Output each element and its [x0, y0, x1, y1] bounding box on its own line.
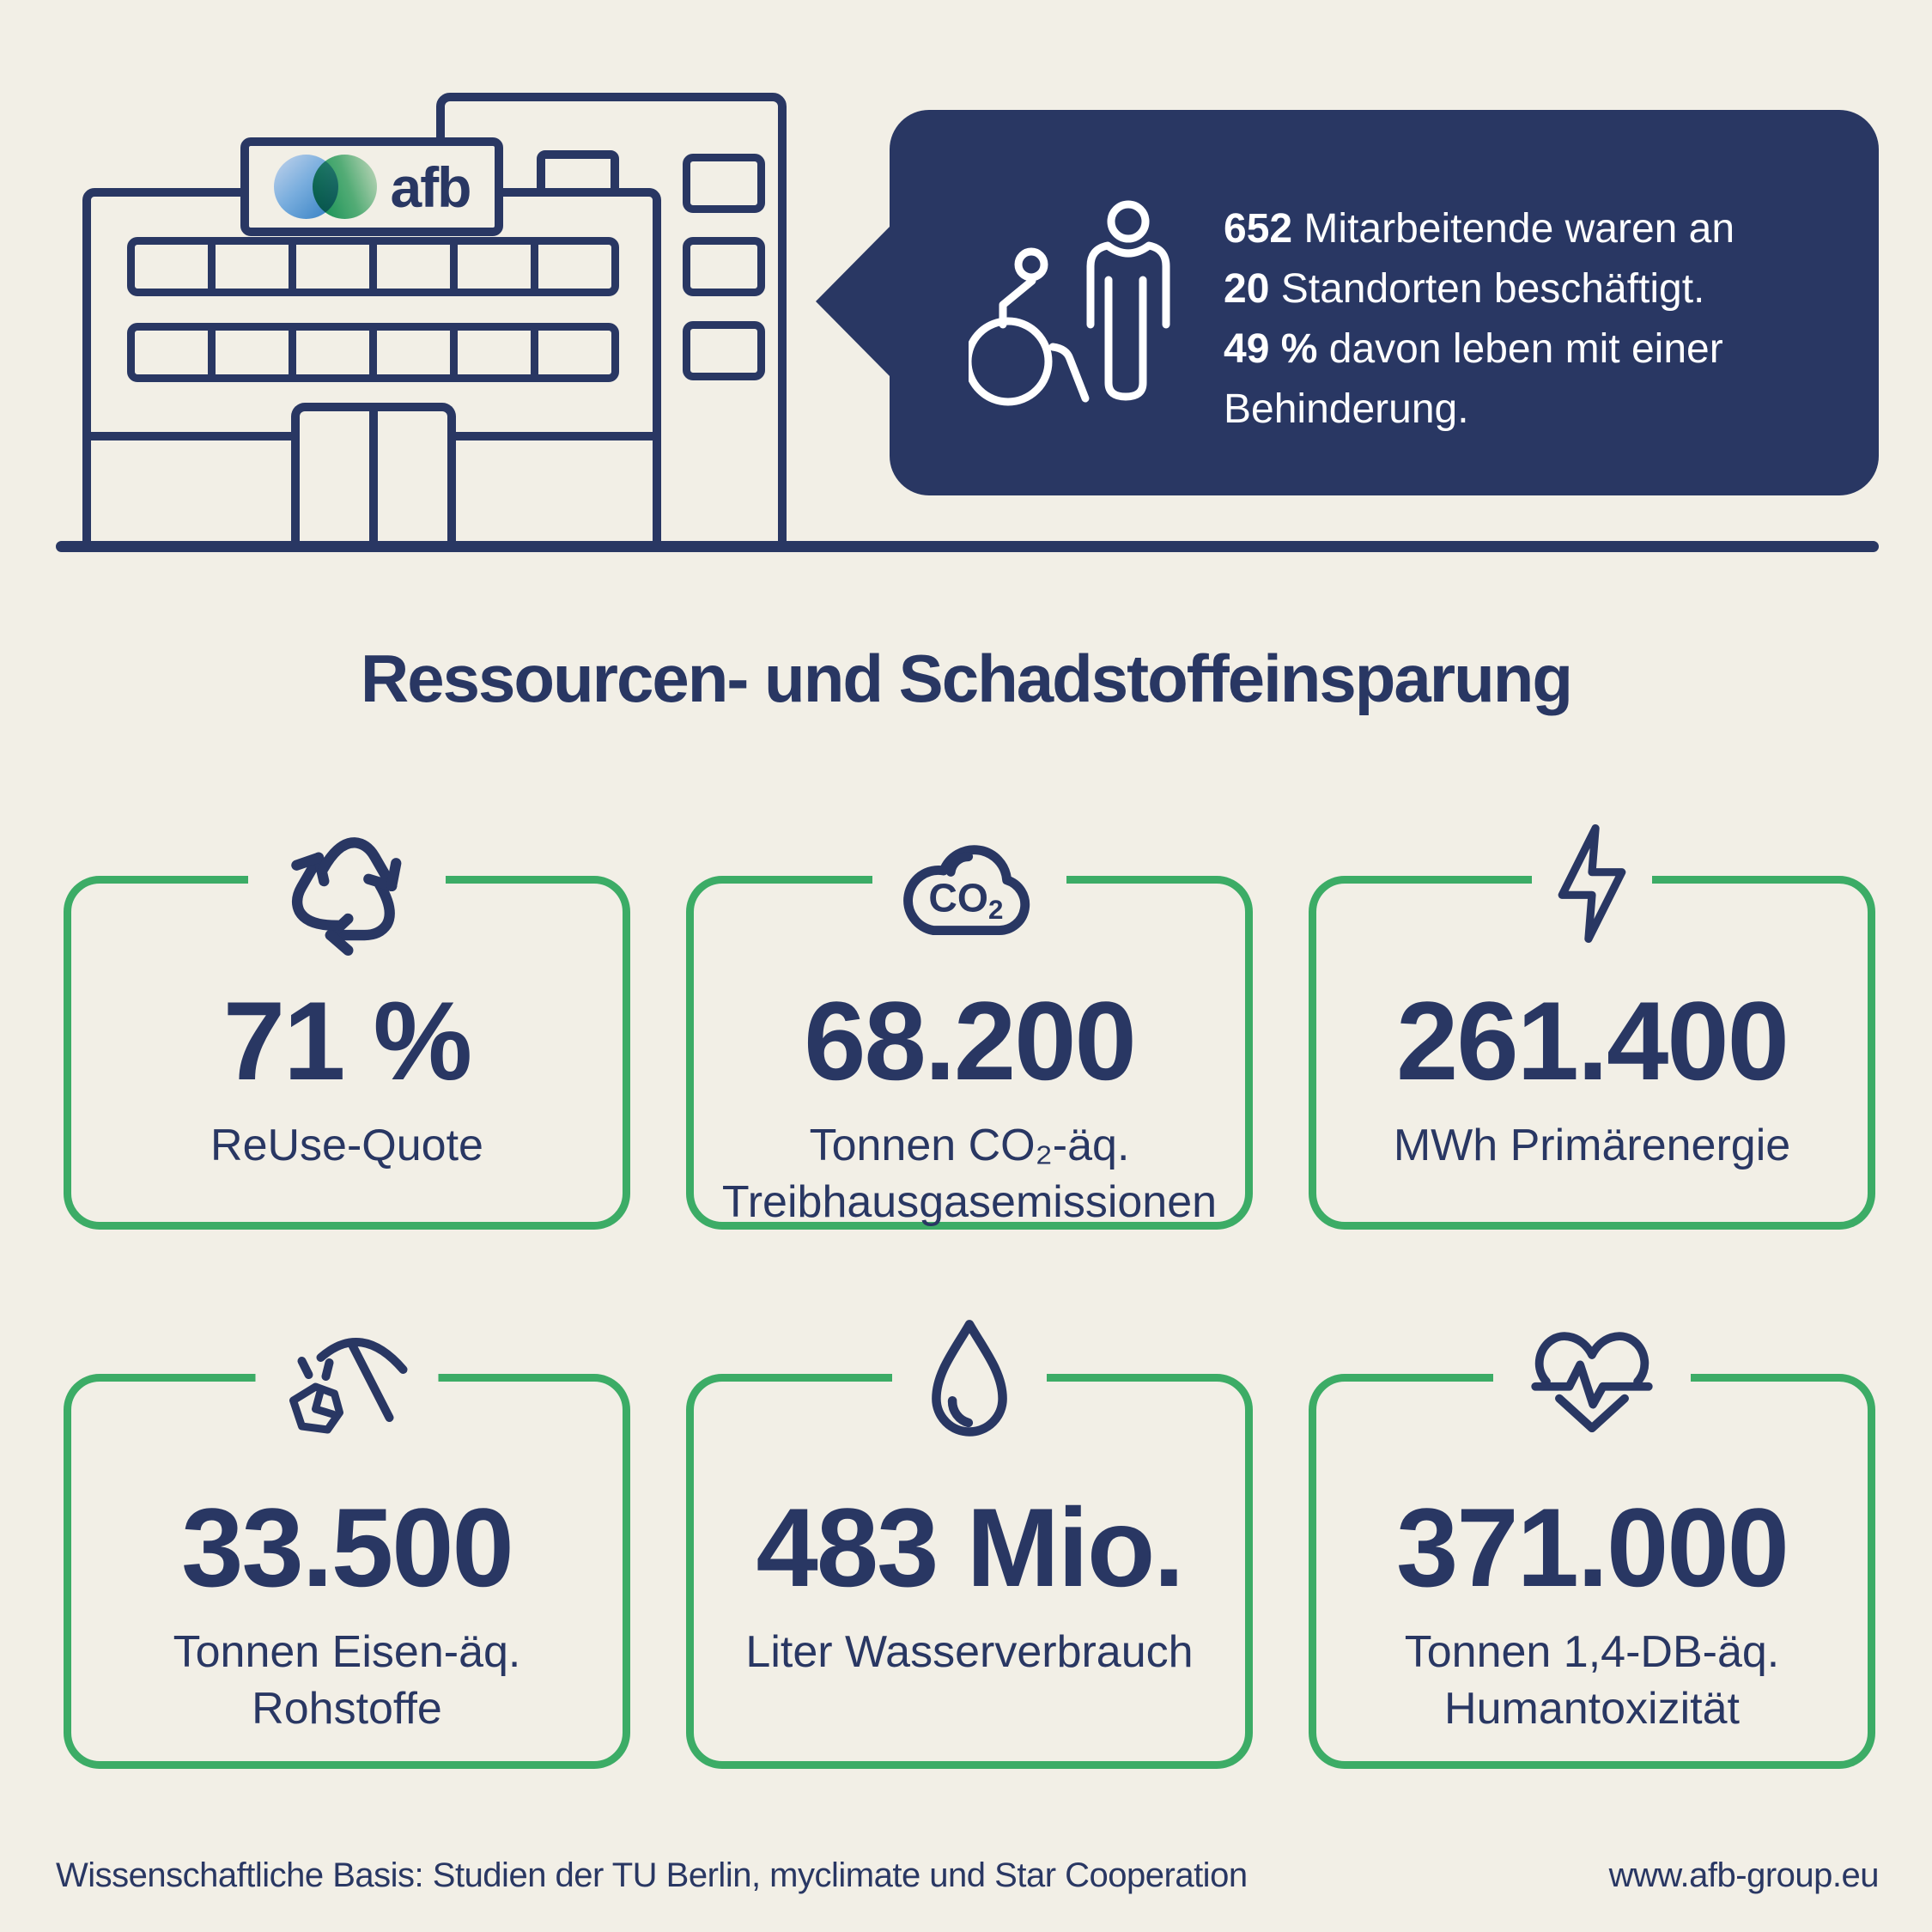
card-reuse: 71 % ReUse-Quote	[64, 810, 630, 1230]
stat-value: 33.500	[181, 1485, 514, 1610]
bubble-line: Behinderung.	[1224, 386, 1469, 432]
stat-label: MWh Primärenergie	[1393, 1121, 1791, 1170]
bubble-line: 49 % davon leben mit einer	[1224, 326, 1723, 372]
window-row	[127, 237, 619, 296]
recycle-icon	[248, 810, 446, 957]
stat-label: Tonnen 1,4-DB-äq. Humantoxizität	[1404, 1627, 1780, 1734]
window-row	[127, 323, 619, 382]
tower-window	[683, 154, 765, 213]
stat-label: Tonnen Eisen-äq. Rohstoffe	[173, 1627, 521, 1734]
speech-bubble	[890, 110, 1879, 495]
stat-label: ReUse-Quote	[210, 1121, 483, 1170]
card-water: 483 Mio. Liter Wasserverbrauch	[686, 1316, 1253, 1769]
card-raw-materials: 33.500 Tonnen Eisen-äq. Rohstoffe	[64, 1321, 630, 1769]
stat-value: 483 Mio.	[756, 1485, 1185, 1610]
svg-text:CO2: CO2	[928, 876, 1003, 925]
footer-source: Wissenschaftliche Basis: Studien der TU …	[56, 1856, 1248, 1894]
footer-url: www.afb-group.eu	[1608, 1856, 1880, 1894]
stat-label: Tonnen CO₂-äq. Treibhausgasemissionen	[721, 1121, 1218, 1227]
stat-value: 261.400	[1396, 978, 1789, 1103]
bubble-line: 652 Mitarbeitende waren an	[1224, 206, 1735, 252]
co2-cloud-icon: CO2	[872, 819, 1066, 948]
accessibility-icon	[969, 200, 1170, 406]
tower-window	[683, 321, 765, 380]
afb-logo-wordmark: afb	[390, 155, 472, 219]
lightning-icon	[1532, 815, 1652, 952]
door-divider	[369, 411, 378, 551]
page-title: Ressourcen- und Schadstoffeinsparung	[360, 641, 1573, 716]
water-drop-icon	[892, 1316, 1047, 1447]
building-door	[291, 403, 456, 551]
afb-logo-sign: afb	[240, 137, 503, 236]
tower-window	[683, 237, 765, 296]
stat-value: 71 %	[222, 978, 472, 1103]
pickaxe-icon	[255, 1321, 439, 1442]
bubble-text: 652 Mitarbeitende waren an 20 Standorten…	[1224, 199, 1842, 440]
speech-bubble-tail	[816, 225, 891, 378]
stat-value: 371.000	[1396, 1485, 1789, 1610]
heart-pulse-icon	[1493, 1317, 1691, 1446]
card-toxicity: 371.000 Tonnen 1,4-DB-äq. Humantoxizität	[1309, 1317, 1875, 1769]
stat-value: 68.200	[804, 978, 1137, 1103]
stat-label: Liter Wasserverbrauch	[745, 1627, 1194, 1677]
logo-circle-green	[312, 155, 377, 219]
card-co2: CO2 68.200 Tonnen CO₂-äq. Treibhausgasem…	[686, 819, 1253, 1230]
afb-logo-mark	[273, 155, 377, 219]
ground-line	[56, 541, 1879, 552]
card-energy: 261.400 MWh Primärenergie	[1309, 815, 1875, 1230]
bubble-line: 20 Standorten beschäftigt.	[1224, 266, 1705, 312]
